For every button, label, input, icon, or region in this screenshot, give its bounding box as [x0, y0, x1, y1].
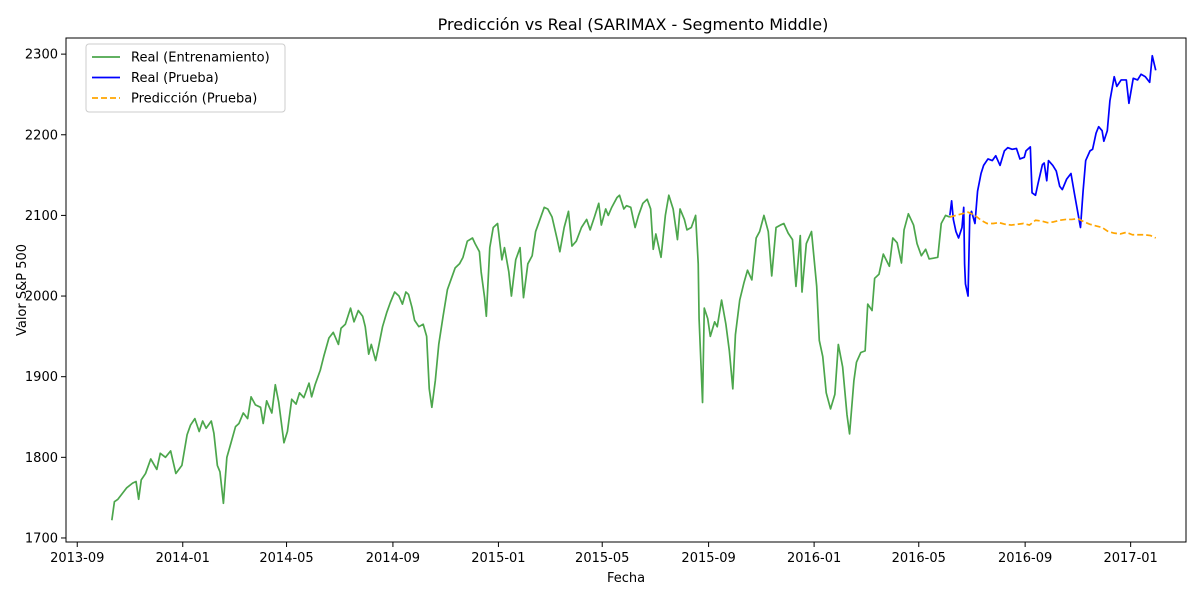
- legend-frame: [85, 43, 286, 113]
- y-axis-label: Valor S&P 500: [15, 244, 30, 336]
- series-line-0: [110, 194, 951, 521]
- series-line-2: [949, 211, 1157, 239]
- legend-label-2: Predicción (Prueba): [131, 92, 257, 107]
- x-tick-label: 2017-01: [1103, 551, 1157, 566]
- plot-area: [110, 54, 1157, 521]
- y-tick-label: 2300: [25, 48, 58, 63]
- y-tick-label: 1900: [25, 370, 58, 385]
- y-tick-label: 2200: [25, 128, 58, 143]
- x-tick-label: 2015-01: [471, 551, 525, 566]
- y-axis: 1700 1800 1900 2000 2100 2200 2300: [25, 48, 66, 546]
- x-axis: 2013-09 2014-01 2014-05 2014-09 2015-01 2015-…: [50, 542, 1158, 566]
- x-tick-label: 2016-05: [892, 551, 946, 566]
- x-tick-label: 2013-09: [50, 551, 104, 566]
- y-tick-label: 2000: [25, 290, 58, 305]
- y-tick-label: 1700: [25, 531, 58, 546]
- y-tick-label: 2100: [25, 209, 58, 224]
- x-tick-label: 2015-05: [575, 551, 629, 566]
- x-tick-label: 2015-09: [681, 551, 735, 566]
- chart-title: Predicción vs Real (SARIMAX - Segmento M…: [438, 15, 829, 34]
- x-tick-label: 2016-01: [787, 551, 841, 566]
- x-tick-label: 2014-01: [156, 551, 210, 566]
- x-tick-label: 2014-09: [366, 551, 420, 566]
- y-tick-label: 1800: [25, 451, 58, 466]
- series-line-1: [949, 54, 1157, 297]
- x-tick-label: 2014-05: [259, 551, 313, 566]
- x-axis-label: Fecha: [607, 571, 645, 586]
- plot-frame: [65, 37, 1187, 543]
- legend: Real (Entrenamiento) Real (Prueba) Predicc…: [85, 43, 286, 113]
- legend-label-1: Real (Prueba): [131, 71, 219, 86]
- legend-label-0: Real (Entrenamiento): [131, 51, 270, 66]
- x-tick-label: 2016-09: [998, 551, 1052, 566]
